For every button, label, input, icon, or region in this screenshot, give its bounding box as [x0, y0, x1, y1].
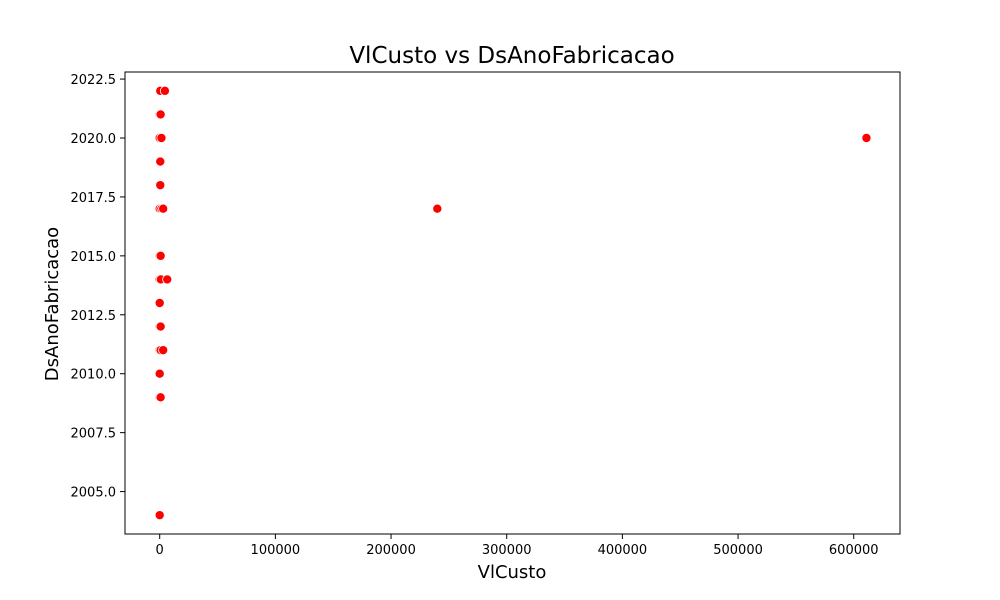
y-tick-label: 2017.5	[71, 191, 117, 206]
y-tick-label: 2007.5	[71, 427, 117, 442]
x-tick-label: 200000	[366, 543, 416, 558]
y-tick-label: 2012.5	[71, 309, 117, 324]
y-axis-ticks: 2005.0 2007.5 2010.0 2012.5 2015.0 2017.5 2020…	[71, 73, 125, 501]
y-axis-label: DsAnoFabricacao	[42, 227, 63, 381]
x-axis-ticks: 0 100000 200000 300000 400000 500000 600000	[156, 534, 879, 558]
x-tick-label: 400000	[598, 543, 648, 558]
y-tick-label: 2020.0	[71, 132, 117, 147]
scatter-point	[158, 345, 169, 356]
y-tick-label: 2015.0	[71, 250, 117, 265]
plot-frame	[124, 71, 901, 535]
y-tick-label: 2022.5	[71, 73, 117, 88]
x-tick-label: 0	[156, 543, 164, 558]
chart-title: VlCusto vs DsAnoFabricacao	[349, 43, 674, 69]
scatter-point	[154, 297, 165, 308]
y-tick-label: 2005.0	[71, 486, 117, 501]
scatter-point	[861, 132, 872, 143]
scatter-point	[159, 85, 170, 96]
scatter-point	[154, 510, 165, 521]
scatter-point	[156, 132, 167, 143]
scatter-point	[432, 203, 443, 214]
data-points	[154, 85, 872, 521]
scatter-point	[158, 203, 169, 214]
scatter-point	[162, 274, 173, 285]
x-axis-label: VlCusto	[478, 562, 547, 583]
scatter-point	[155, 321, 166, 332]
x-tick-label: 500000	[713, 543, 763, 558]
x-tick-label: 100000	[251, 543, 301, 558]
scatter-point	[155, 109, 166, 120]
x-tick-label: 300000	[482, 543, 532, 558]
y-tick-label: 2010.0	[71, 368, 117, 383]
scatter-point	[155, 392, 166, 403]
scatter-point	[154, 368, 165, 379]
scatter-point	[155, 156, 166, 167]
x-tick-label: 600000	[829, 543, 879, 558]
scatter-point	[155, 180, 166, 191]
scatter-point	[155, 250, 166, 261]
